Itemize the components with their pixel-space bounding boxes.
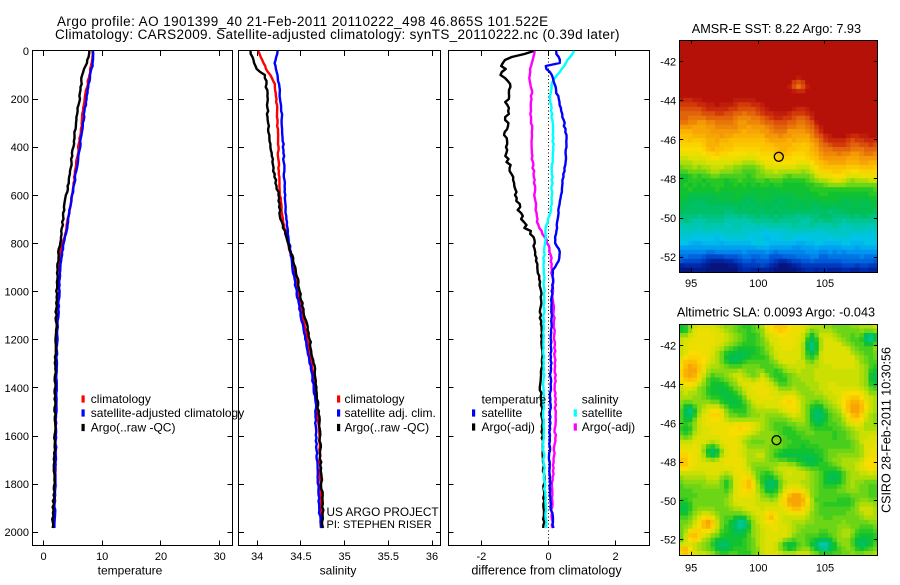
svg-text:-52: -52 [660,252,676,264]
svg-text:1600: 1600 [5,431,29,443]
svg-text:100: 100 [749,278,767,290]
svg-text:1000: 1000 [5,286,29,298]
svg-text:PI: STEPHEN RISER: PI: STEPHEN RISER [327,519,432,531]
svg-text:0: 0 [23,46,29,58]
svg-text:-52: -52 [660,535,676,547]
svg-text:Argo(-adj): Argo(-adj) [582,420,635,434]
svg-text:Argo(..raw -QC): Argo(..raw -QC) [91,421,176,435]
svg-text:satellite: satellite [582,406,623,420]
svg-text:climatology: climatology [345,392,405,406]
svg-text:1400: 1400 [5,383,29,395]
svg-text:10: 10 [96,551,108,563]
svg-text:0: 0 [40,551,46,563]
svg-text:-42: -42 [660,341,676,353]
svg-text:0: 0 [545,551,551,563]
svg-text:satellite adj. clim.: satellite adj. clim. [345,406,436,420]
svg-text:Argo(-adj): Argo(-adj) [482,420,535,434]
svg-text:600: 600 [11,190,29,202]
svg-text:-44: -44 [660,379,676,391]
svg-text:salinity: salinity [320,564,357,578]
svg-text:-42: -42 [660,57,676,69]
svg-text:satellite: satellite [482,406,523,420]
svg-text:30: 30 [214,551,226,563]
svg-text:800: 800 [11,238,29,250]
svg-text:satellite-adjusted climatology: satellite-adjusted climatology [91,406,244,420]
svg-text:36: 36 [426,551,438,563]
svg-text:AMSR-E SST: 8.22 Argo: 7.93: AMSR-E SST: 8.22 Argo: 7.93 [692,22,861,36]
svg-text:35.5: 35.5 [378,551,399,563]
svg-text:35: 35 [338,551,350,563]
svg-text:Argo profile: AO 1901399_40 21: Argo profile: AO 1901399_40 21-Feb-2011 … [57,14,549,29]
svg-text:temperature: temperature [482,393,547,407]
svg-text:-44: -44 [660,96,676,108]
svg-text:34: 34 [251,551,263,563]
svg-text:salinity: salinity [582,393,619,407]
svg-text:-50: -50 [660,213,676,225]
svg-text:95: 95 [685,563,697,575]
svg-text:1200: 1200 [5,335,29,347]
svg-text:2: 2 [613,551,619,563]
svg-text:20: 20 [155,551,167,563]
svg-text:400: 400 [11,142,29,154]
svg-text:105: 105 [816,563,834,575]
svg-text:Climatology: CARS2009. Satelli: Climatology: CARS2009. Satellite-adjuste… [55,27,620,42]
svg-text:Argo(..raw -QC): Argo(..raw -QC) [345,421,430,435]
svg-text:100: 100 [749,563,767,575]
svg-text:2000: 2000 [5,527,29,539]
svg-text:200: 200 [11,94,29,106]
svg-text:-48: -48 [660,174,676,186]
svg-text:34.5: 34.5 [290,551,311,563]
svg-text:-46: -46 [660,135,676,147]
svg-text:1800: 1800 [5,479,29,491]
svg-text:Altimetric SLA: 0.0093 Argo: -: Altimetric SLA: 0.0093 Argo: -0.043 [677,306,875,320]
svg-text:temperature: temperature [98,564,163,578]
svg-text:US ARGO PROJECT: US ARGO PROJECT [327,505,439,519]
svg-text:95: 95 [685,278,697,290]
svg-text:climatology: climatology [91,392,151,406]
svg-text:-48: -48 [660,457,676,469]
svg-text:105: 105 [816,278,834,290]
svg-text:-46: -46 [660,418,676,430]
svg-text:-2: -2 [477,551,487,563]
svg-text:-50: -50 [660,496,676,508]
svg-text:difference from climatology: difference from climatology [471,564,622,578]
svg-text:CSIRO 28-Feb-2011 10:30:56: CSIRO 28-Feb-2011 10:30:56 [879,347,893,513]
